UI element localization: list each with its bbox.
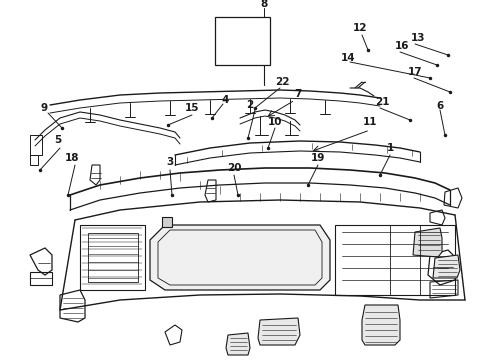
Polygon shape xyxy=(413,228,442,257)
Text: 18: 18 xyxy=(65,153,79,163)
Text: 4: 4 xyxy=(221,95,229,105)
Polygon shape xyxy=(150,225,330,290)
Text: 20: 20 xyxy=(227,163,241,173)
Text: 5: 5 xyxy=(54,135,62,145)
Polygon shape xyxy=(226,333,250,355)
Polygon shape xyxy=(362,305,400,345)
Text: 6: 6 xyxy=(437,101,443,111)
Text: 19: 19 xyxy=(311,153,325,163)
Text: 17: 17 xyxy=(408,67,422,77)
Text: 10: 10 xyxy=(268,117,282,127)
Text: 3: 3 xyxy=(167,157,173,167)
Text: 7: 7 xyxy=(294,89,302,99)
Text: 2: 2 xyxy=(246,100,254,110)
Text: 1: 1 xyxy=(387,143,393,153)
Text: 13: 13 xyxy=(411,33,425,43)
Text: 9: 9 xyxy=(41,103,48,113)
Text: 16: 16 xyxy=(395,41,409,51)
Text: 12: 12 xyxy=(353,23,367,33)
Text: 14: 14 xyxy=(341,53,355,63)
Bar xyxy=(215,17,270,65)
Text: 8: 8 xyxy=(260,0,268,9)
Polygon shape xyxy=(258,318,300,345)
Text: 15: 15 xyxy=(185,103,199,113)
Text: 21: 21 xyxy=(375,97,389,107)
Polygon shape xyxy=(162,217,172,227)
Text: 22: 22 xyxy=(275,77,289,87)
Polygon shape xyxy=(433,255,460,278)
Text: 11: 11 xyxy=(363,117,377,127)
